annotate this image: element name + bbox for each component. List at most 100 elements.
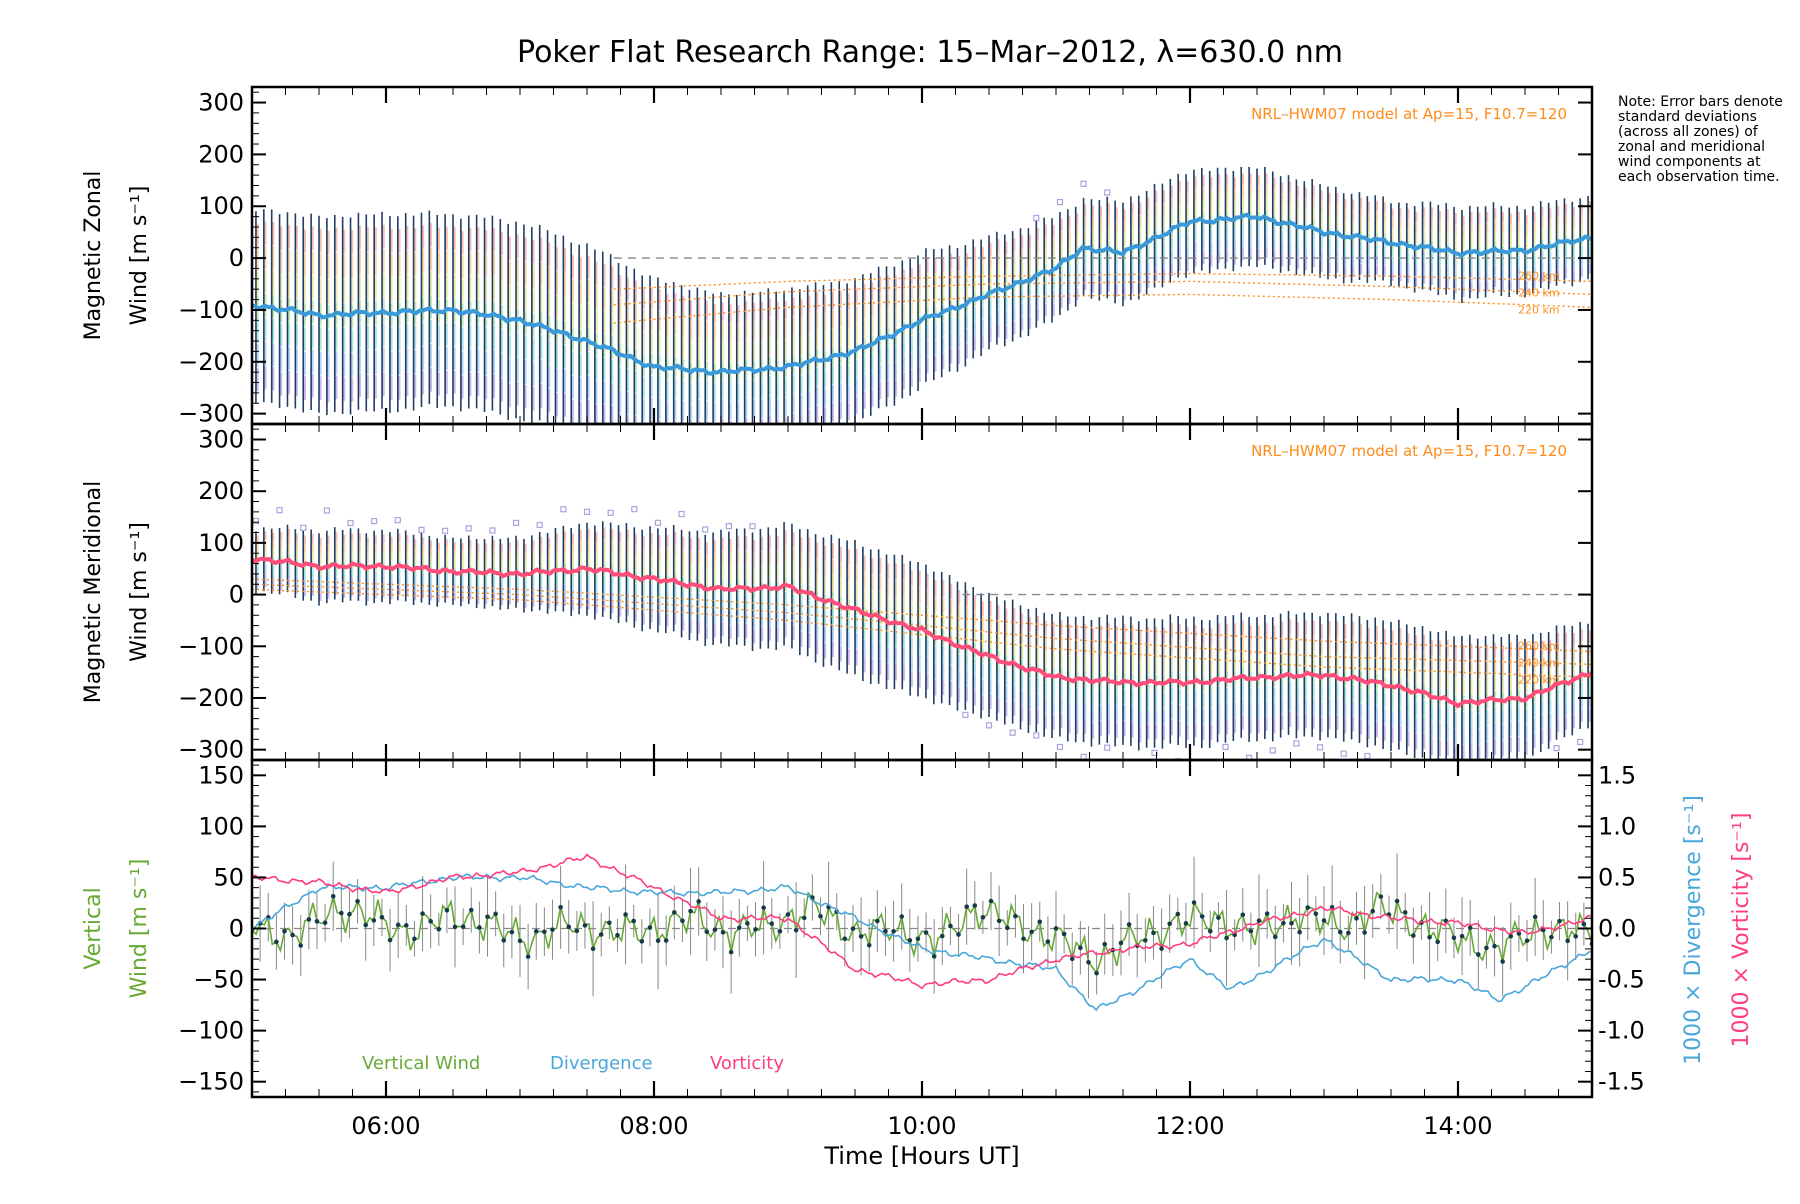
vertical-wind-point xyxy=(582,923,588,928)
outlier-point xyxy=(749,523,756,530)
vertical-wind-point xyxy=(1021,936,1026,942)
vertical-wind-point xyxy=(509,929,515,935)
x-tick-label: 10:00 xyxy=(887,1112,956,1140)
outlier-point xyxy=(1459,776,1464,781)
outlier-point xyxy=(1364,752,1371,760)
y-tick-label: 0 xyxy=(229,244,244,272)
vertical-wind-point xyxy=(907,938,913,943)
vertical-wind-point xyxy=(1459,933,1465,939)
y-tick-label: 50 xyxy=(213,863,244,891)
outlier-point xyxy=(252,517,260,525)
y-tick-label: 0 xyxy=(229,915,244,943)
y-tick-label: −100 xyxy=(178,1017,244,1045)
vertical-wind-point xyxy=(420,911,425,916)
outlier-point xyxy=(1104,189,1111,196)
vertical-wind-point xyxy=(1500,959,1505,964)
outlier-point xyxy=(985,722,993,729)
vertical-wind-point xyxy=(607,920,612,926)
y-tick-label: −100 xyxy=(178,296,244,324)
y-tick-label: −200 xyxy=(178,348,244,376)
vertical-wind-point xyxy=(501,938,507,943)
outlier-point xyxy=(418,526,425,533)
vertical-wind-point xyxy=(1256,918,1262,924)
y-axis-label-line1: Magnetic Zonal xyxy=(81,171,106,341)
vertical-wind-point xyxy=(793,927,799,933)
vertical-wind-point xyxy=(1045,939,1051,944)
vertical-wind-point xyxy=(1183,921,1189,926)
outlier-point xyxy=(1104,744,1111,751)
vertical-wind-line xyxy=(252,891,1592,975)
vertical-wind-point xyxy=(347,911,352,917)
outlier-point xyxy=(1316,744,1324,751)
panel-vertical: 1.5 1.0 0.5 0.0 -0.5 -1.0 -1.5 Vertical Wind Div… xyxy=(81,758,1754,1170)
vertical-wind-point xyxy=(436,926,442,932)
vertical-wind-point xyxy=(1061,931,1067,937)
vertical-wind-point xyxy=(1402,910,1408,915)
vertical-wind-point xyxy=(1191,900,1197,905)
vertical-wind-point xyxy=(801,915,807,921)
vertical-wind-point xyxy=(493,911,498,917)
vertical-wind-point xyxy=(1143,938,1148,943)
vertical-wind-point xyxy=(1078,945,1083,951)
vertical-wind-point xyxy=(1435,939,1440,945)
vertical-wind-point xyxy=(371,918,377,923)
vertical-wind-point xyxy=(1362,930,1367,935)
vertical-wind-point xyxy=(355,898,360,904)
vertical-wind-point xyxy=(387,937,393,943)
vertical-wind-point xyxy=(558,905,563,910)
vertical-wind-point xyxy=(923,930,929,935)
y2-tick-label: -1.0 xyxy=(1598,1017,1645,1045)
vertical-wind-point xyxy=(485,914,490,920)
vertical-wind-point xyxy=(1573,934,1579,939)
vertical-wind-point xyxy=(769,921,775,926)
x-tick-label: 06:00 xyxy=(351,1112,420,1140)
vertical-wind-point xyxy=(566,924,572,930)
x-tick-label: 12:00 xyxy=(1155,1112,1224,1140)
outlier-point xyxy=(300,524,307,531)
vertical-wind-point xyxy=(712,927,718,933)
vertical-wind-point xyxy=(428,919,433,924)
y-axis-label-line1: Vertical xyxy=(81,887,106,969)
vertical-wind-point xyxy=(988,898,994,904)
vertical-wind-point xyxy=(1549,934,1554,940)
vertical-wind-point xyxy=(639,939,645,944)
vertical-wind-point xyxy=(1581,921,1587,927)
vertical-wind-point xyxy=(1167,921,1172,927)
model-curve-260km xyxy=(613,272,1592,290)
vertical-wind-point xyxy=(314,919,320,924)
vertical-wind-point xyxy=(468,907,474,913)
outlier-point xyxy=(1128,767,1133,772)
plot-area xyxy=(252,853,1592,1012)
outlier-point xyxy=(560,506,567,513)
outlier-point xyxy=(962,711,969,718)
mean-wind-line xyxy=(252,556,1592,709)
vertical-wind-point xyxy=(858,934,864,939)
vertical-wind-point xyxy=(290,932,295,938)
vertical-wind-point xyxy=(704,929,710,935)
model-alt-label: 260 km xyxy=(1518,269,1560,282)
vertical-wind-point xyxy=(542,929,547,935)
vertical-wind-point xyxy=(818,913,823,919)
vertical-wind-point xyxy=(1151,930,1156,936)
outlier-point xyxy=(442,527,449,534)
vertical-wind-point xyxy=(1118,940,1124,946)
y-axis-label-line2: Wind [m s⁻¹] xyxy=(127,186,152,326)
vertical-wind-point xyxy=(680,918,685,924)
vertical-wind-point xyxy=(615,932,620,938)
vertical-wind-point xyxy=(1037,919,1043,925)
outlier-point xyxy=(1009,729,1016,736)
outlier-point xyxy=(1056,743,1064,751)
vertical-wind-point xyxy=(761,905,766,911)
vertical-wind-point xyxy=(1224,935,1229,941)
outlier-point xyxy=(1412,767,1417,772)
outlier-point xyxy=(394,517,401,524)
errorbar-note: Note: Error bars denote standard deviati… xyxy=(1618,94,1783,185)
vertical-wind-point xyxy=(1289,920,1294,926)
vertical-wind-point xyxy=(1492,943,1497,949)
vertical-wind-point xyxy=(1069,956,1075,962)
vertical-wind-point xyxy=(1305,905,1311,910)
vertical-wind-point xyxy=(1565,938,1570,944)
y2-tick-label: -1.5 xyxy=(1598,1068,1645,1096)
